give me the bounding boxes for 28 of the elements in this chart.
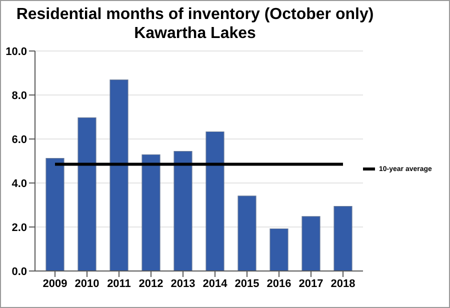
bar: [302, 216, 320, 271]
bar: [142, 154, 160, 271]
x-tick-label: 2010: [74, 278, 100, 290]
chart-subtitle: Kawartha Lakes: [133, 24, 257, 43]
bar: [334, 206, 352, 271]
y-tick-label: 8.0: [12, 90, 27, 102]
bar: [270, 228, 288, 271]
x-tick-label: 2011: [107, 278, 131, 290]
chart-title: Residential months of inventory (October only): [15, 5, 375, 24]
y-tick-label: 0.0: [12, 266, 27, 278]
bar: [46, 158, 64, 271]
x-tick-label: 2015: [234, 278, 260, 290]
y-tick-label: 4.0: [12, 178, 27, 190]
bar: [174, 151, 192, 271]
x-tick-label: 2017: [298, 278, 324, 290]
bar: [110, 80, 128, 271]
y-tick-label: 2.0: [12, 222, 27, 234]
x-tick-label: 2009: [42, 278, 68, 290]
x-tick-label: 2013: [170, 278, 196, 290]
x-tick-label: 2018: [330, 278, 356, 290]
bar: [78, 117, 96, 271]
x-tick-label: 2016: [266, 278, 292, 290]
x-tick-label: 2014: [202, 278, 228, 290]
bar: [238, 196, 256, 271]
y-tick-label: 6.0: [12, 134, 27, 146]
x-tick-label: 2012: [138, 278, 164, 290]
bar: [206, 131, 224, 271]
y-tick-label: 10.0: [6, 46, 27, 58]
